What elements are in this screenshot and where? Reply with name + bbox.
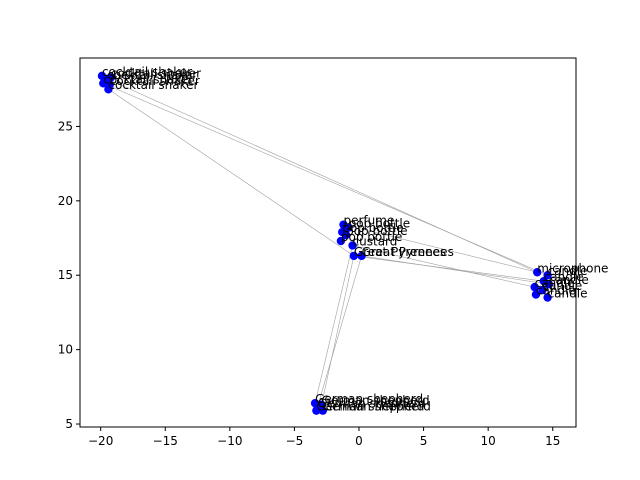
point-label: candle (549, 273, 589, 287)
data-point (341, 230, 351, 240)
point-label: German shepherd (315, 392, 423, 406)
y-tick-label: 25 (58, 119, 73, 133)
data-point (530, 282, 539, 292)
point-label: cocktail shaker (108, 78, 198, 92)
point-label: pop bottle (346, 224, 407, 238)
edge-line (316, 255, 362, 411)
point-label: candle (548, 264, 588, 278)
data-point (348, 241, 357, 250)
edge-line (361, 255, 549, 285)
axes-frame (79, 57, 577, 428)
point-label: candle (535, 276, 575, 290)
edge-line (353, 255, 544, 282)
edges-layer (103, 78, 549, 411)
data-point (318, 406, 328, 415)
x-tick-label: −5 (286, 434, 304, 448)
x-tick-label: 15 (545, 434, 560, 448)
y-tick-label: 5 (65, 417, 73, 431)
x-axis: −20 −15 −10 −5 0 5 10 15 (88, 427, 560, 448)
data-point (344, 223, 353, 232)
edge-line (321, 255, 355, 405)
data-point (357, 251, 366, 261)
edge-line (107, 78, 538, 273)
data-point (543, 293, 552, 302)
point-label: cocktail shaker (111, 66, 201, 80)
point-label: candle (544, 270, 584, 284)
point-label: perfume (344, 214, 395, 228)
point-label: microphone (537, 261, 608, 275)
edge-line (108, 88, 355, 257)
point-label: Great Pyrenees (362, 245, 454, 259)
point-label: pop bottle (342, 221, 403, 235)
data-point (349, 251, 359, 261)
y-tick-label: 10 (58, 343, 73, 357)
point-label: candle (536, 284, 576, 298)
data-point (531, 290, 541, 299)
x-tick-label: 0 (355, 434, 363, 448)
data-point (104, 85, 113, 94)
x-tick-label: 10 (481, 434, 496, 448)
point-label: custard (353, 234, 398, 248)
point-label: cocktail shaker (103, 72, 193, 86)
x-tick-label: −20 (88, 434, 113, 448)
x-tick-label: −10 (217, 434, 242, 448)
x-tick-label: −15 (153, 434, 178, 448)
point-label: German shepherd (323, 400, 431, 414)
point-label: pop bottle (349, 217, 410, 231)
data-point (99, 79, 108, 88)
point-label: German shepherd (318, 397, 426, 411)
data-point (538, 285, 547, 295)
data-point (336, 236, 346, 246)
data-point (312, 406, 321, 415)
edge-line (343, 224, 538, 273)
point-label: candle (542, 279, 582, 293)
edge-line (314, 245, 353, 404)
point-label: German shepherd (316, 400, 424, 414)
point-label: pop bottle (341, 230, 402, 244)
point-label: Great Pyrenees (354, 245, 446, 259)
y-tick-label: 15 (58, 268, 73, 282)
data-point (544, 279, 554, 289)
x-tick-label: 5 (420, 434, 428, 448)
points-layer (97, 71, 554, 415)
edge-line (352, 245, 535, 288)
data-point (543, 271, 552, 280)
data-point (533, 268, 542, 277)
point-label: cocktail shaker (102, 65, 192, 79)
point-label: cocktail shaker (110, 74, 200, 88)
point-label: candle (548, 287, 588, 301)
point-label: cocktail shaker (107, 68, 197, 82)
y-tick-label: 20 (58, 194, 73, 208)
data-point (106, 73, 116, 82)
edge-line (103, 83, 548, 276)
y-axis: 5 10 15 20 25 (58, 119, 80, 431)
point-label: German shepherd (322, 394, 430, 408)
